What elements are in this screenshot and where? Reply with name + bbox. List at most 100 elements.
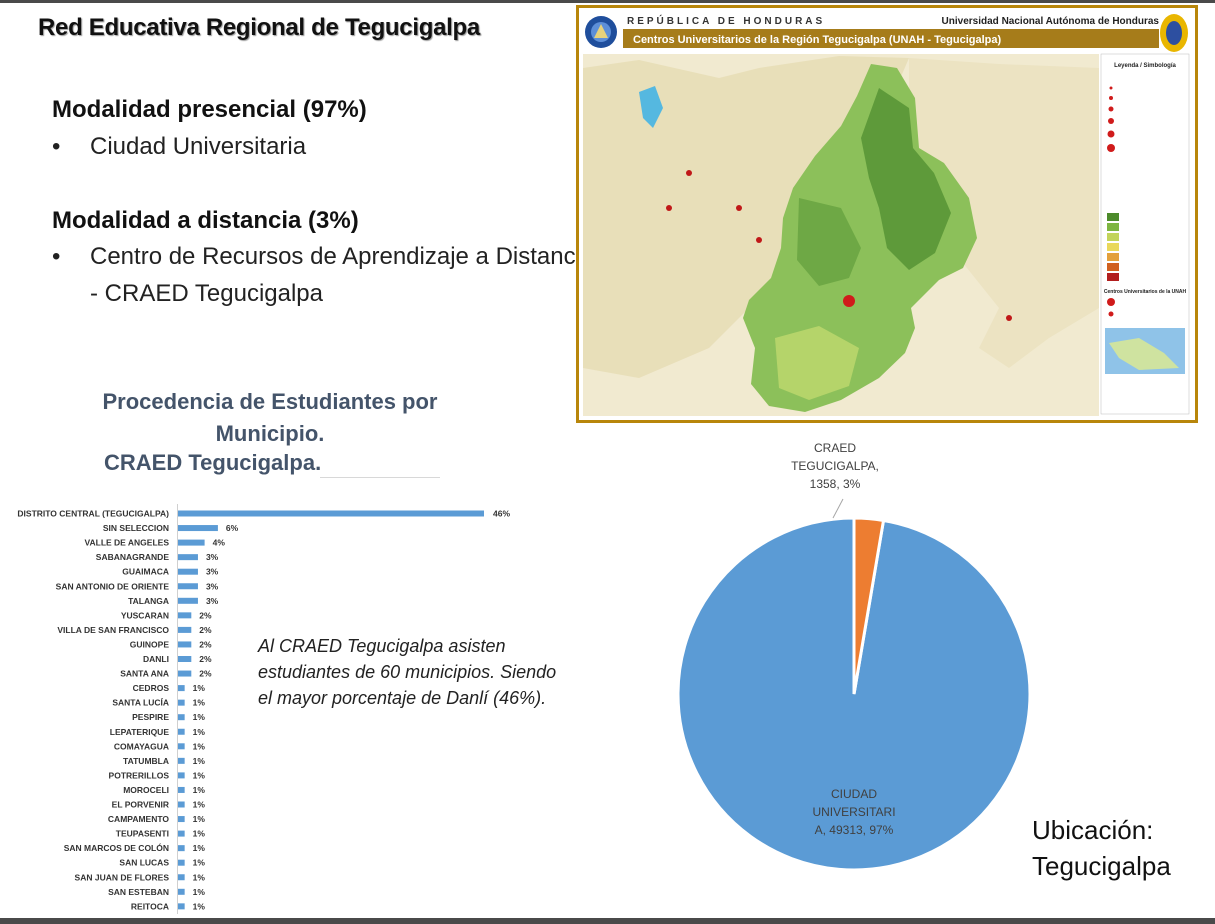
map-header-left: REPÚBLICA DE HONDURAS — [627, 14, 825, 27]
bar — [178, 656, 191, 662]
bar-value-label: 1% — [193, 741, 206, 751]
bar-category-label: CAMPAMENTO — [108, 814, 169, 824]
map-legend-title: Leyenda / Simbología — [1114, 63, 1176, 69]
bar-category-label: GUINOPE — [130, 639, 170, 649]
bar — [178, 860, 185, 866]
pie-data-label: CRAED — [814, 441, 856, 455]
slide-title: Red Educativa Regional de Tegucigalpa — [38, 14, 480, 42]
pie-leader-line — [833, 499, 843, 518]
bar-category-label: POTRERILLOS — [109, 770, 170, 780]
bottom-border — [0, 918, 1215, 924]
bar-value-label: 3% — [206, 581, 219, 591]
bar-category-label: LEPATERIQUE — [110, 727, 170, 737]
bar-category-label: SIN SELECCION — [103, 523, 169, 533]
presencial-item: • Ciudad Universitaria — [52, 133, 306, 161]
bar — [178, 889, 185, 895]
bar-category-label: DANLI — [143, 654, 169, 664]
bar-value-label: 2% — [199, 610, 212, 620]
distancia-item: • Centro de Recursos de Aprendizaje a Dis… — [52, 243, 594, 271]
bar-category-label: SAN MARCOS DE COLÓN — [64, 842, 169, 853]
map-legend-centros: Centros Universitarios de la UNAH — [1104, 289, 1187, 295]
bar-value-label: 2% — [199, 654, 212, 664]
bar-value-label: 1% — [193, 814, 206, 824]
bar — [178, 525, 218, 531]
distancia-item-label: Centro de Recursos de Aprendizaje a Dist… — [90, 243, 594, 270]
bar — [178, 816, 185, 822]
bar-value-label: 1% — [193, 872, 206, 882]
bullet-icon: • — [52, 133, 90, 161]
bar — [178, 554, 198, 560]
pie-data-label: A, 49313, 97% — [815, 823, 894, 837]
bar — [178, 612, 191, 618]
map-header-right: Universidad Nacional Autónoma de Hondura… — [942, 16, 1160, 27]
bar — [178, 627, 191, 633]
bar — [178, 787, 185, 793]
bar-category-label: VALLE DE ANGELES — [84, 538, 169, 548]
bar-value-label: 1% — [193, 698, 206, 708]
bar-value-label: 1% — [193, 683, 206, 693]
bar-category-label: EL PORVENIR — [112, 800, 169, 810]
bar-category-label: SANTA LUCÍA — [112, 698, 169, 708]
bar-category-label: GUAIMACA — [122, 567, 169, 577]
bar-value-label: 1% — [193, 887, 206, 897]
bar — [178, 685, 185, 691]
pie-data-label: TEGUCIGALPA, — [791, 459, 879, 473]
bar-category-label: CEDROS — [133, 683, 170, 693]
location-label-line1: Ubicación: — [1032, 812, 1171, 848]
distancia-heading: Modalidad a distancia (3%) — [52, 207, 359, 235]
bar-category-label: MOROCELI — [123, 785, 169, 795]
bar-category-label: SABANAGRANDE — [96, 552, 170, 562]
pie-data-label: 1358, 3% — [810, 477, 861, 491]
bar-value-label: 1% — [193, 756, 206, 766]
bar-value-label: 3% — [206, 552, 219, 562]
bar-category-label: DISTRITO CENTRAL (TEGUCIGALPA) — [17, 509, 169, 519]
bar-value-label: 1% — [193, 800, 206, 810]
bar-category-label: PESPIRE — [132, 712, 169, 722]
bar-value-label: 46% — [493, 509, 510, 519]
bar — [178, 583, 198, 589]
bar-value-label: 2% — [199, 625, 212, 635]
distancia-item-continued: - CRAED Tegucigalpa — [90, 280, 323, 308]
bar-value-label: 3% — [206, 567, 219, 577]
bar-value-label: 1% — [193, 712, 206, 722]
bar-value-label: 3% — [206, 596, 219, 606]
bullet-icon: • — [52, 243, 90, 271]
bar — [178, 845, 185, 851]
bar — [178, 802, 185, 808]
bar-value-label: 4% — [213, 538, 226, 548]
pie-chart: CIUDAD UNIVERSITARI A, 49313, 97% CRAED TEGU… — [640, 430, 1060, 880]
bar-value-label: 1% — [193, 785, 206, 795]
top-border — [0, 0, 1215, 3]
bar-value-label: 1% — [193, 770, 206, 780]
divider — [320, 477, 440, 478]
bar — [178, 831, 185, 837]
bar — [178, 598, 198, 604]
bar — [178, 569, 198, 575]
bar-category-label: VILLA DE SAN FRANCISCO — [57, 625, 169, 635]
bar-category-label: YUSCARAN — [121, 610, 169, 620]
bar-category-label: TEUPASENTI — [116, 829, 169, 839]
bar-value-label: 1% — [193, 843, 206, 853]
bar-value-label: 1% — [193, 858, 206, 868]
bar — [178, 540, 205, 546]
note-text: Al CRAED Tegucigalpa asisten estudiantes… — [258, 633, 558, 711]
presencial-item-label: Ciudad Universitaria — [90, 133, 306, 160]
bar — [178, 758, 185, 764]
bar-category-label: COMAYAGUA — [114, 741, 169, 751]
bar-value-label: 1% — [193, 901, 206, 911]
region-map: REPÚBLICA DE HONDURAS Universidad Nacion… — [576, 5, 1198, 423]
bar — [178, 714, 185, 720]
bar — [178, 700, 185, 706]
bar-value-label: 6% — [226, 523, 239, 533]
location-label-line2: Tegucigalpa — [1032, 848, 1171, 884]
bar — [178, 729, 185, 735]
campus-marker — [843, 295, 855, 307]
bar — [178, 671, 191, 677]
bar-category-label: TATUMBLA — [123, 756, 169, 766]
bar-category-label: SAN ANTONIO DE ORIENTE — [56, 581, 170, 591]
bar-chart-subtitle: CRAED Tegucigalpa. — [104, 450, 321, 476]
bar-category-label: TALANGA — [128, 596, 169, 606]
pie-data-label: CIUDAD — [831, 787, 877, 801]
bar-category-label: SAN LUCAS — [119, 858, 169, 868]
bar-category-label: REITOCA — [131, 901, 169, 911]
